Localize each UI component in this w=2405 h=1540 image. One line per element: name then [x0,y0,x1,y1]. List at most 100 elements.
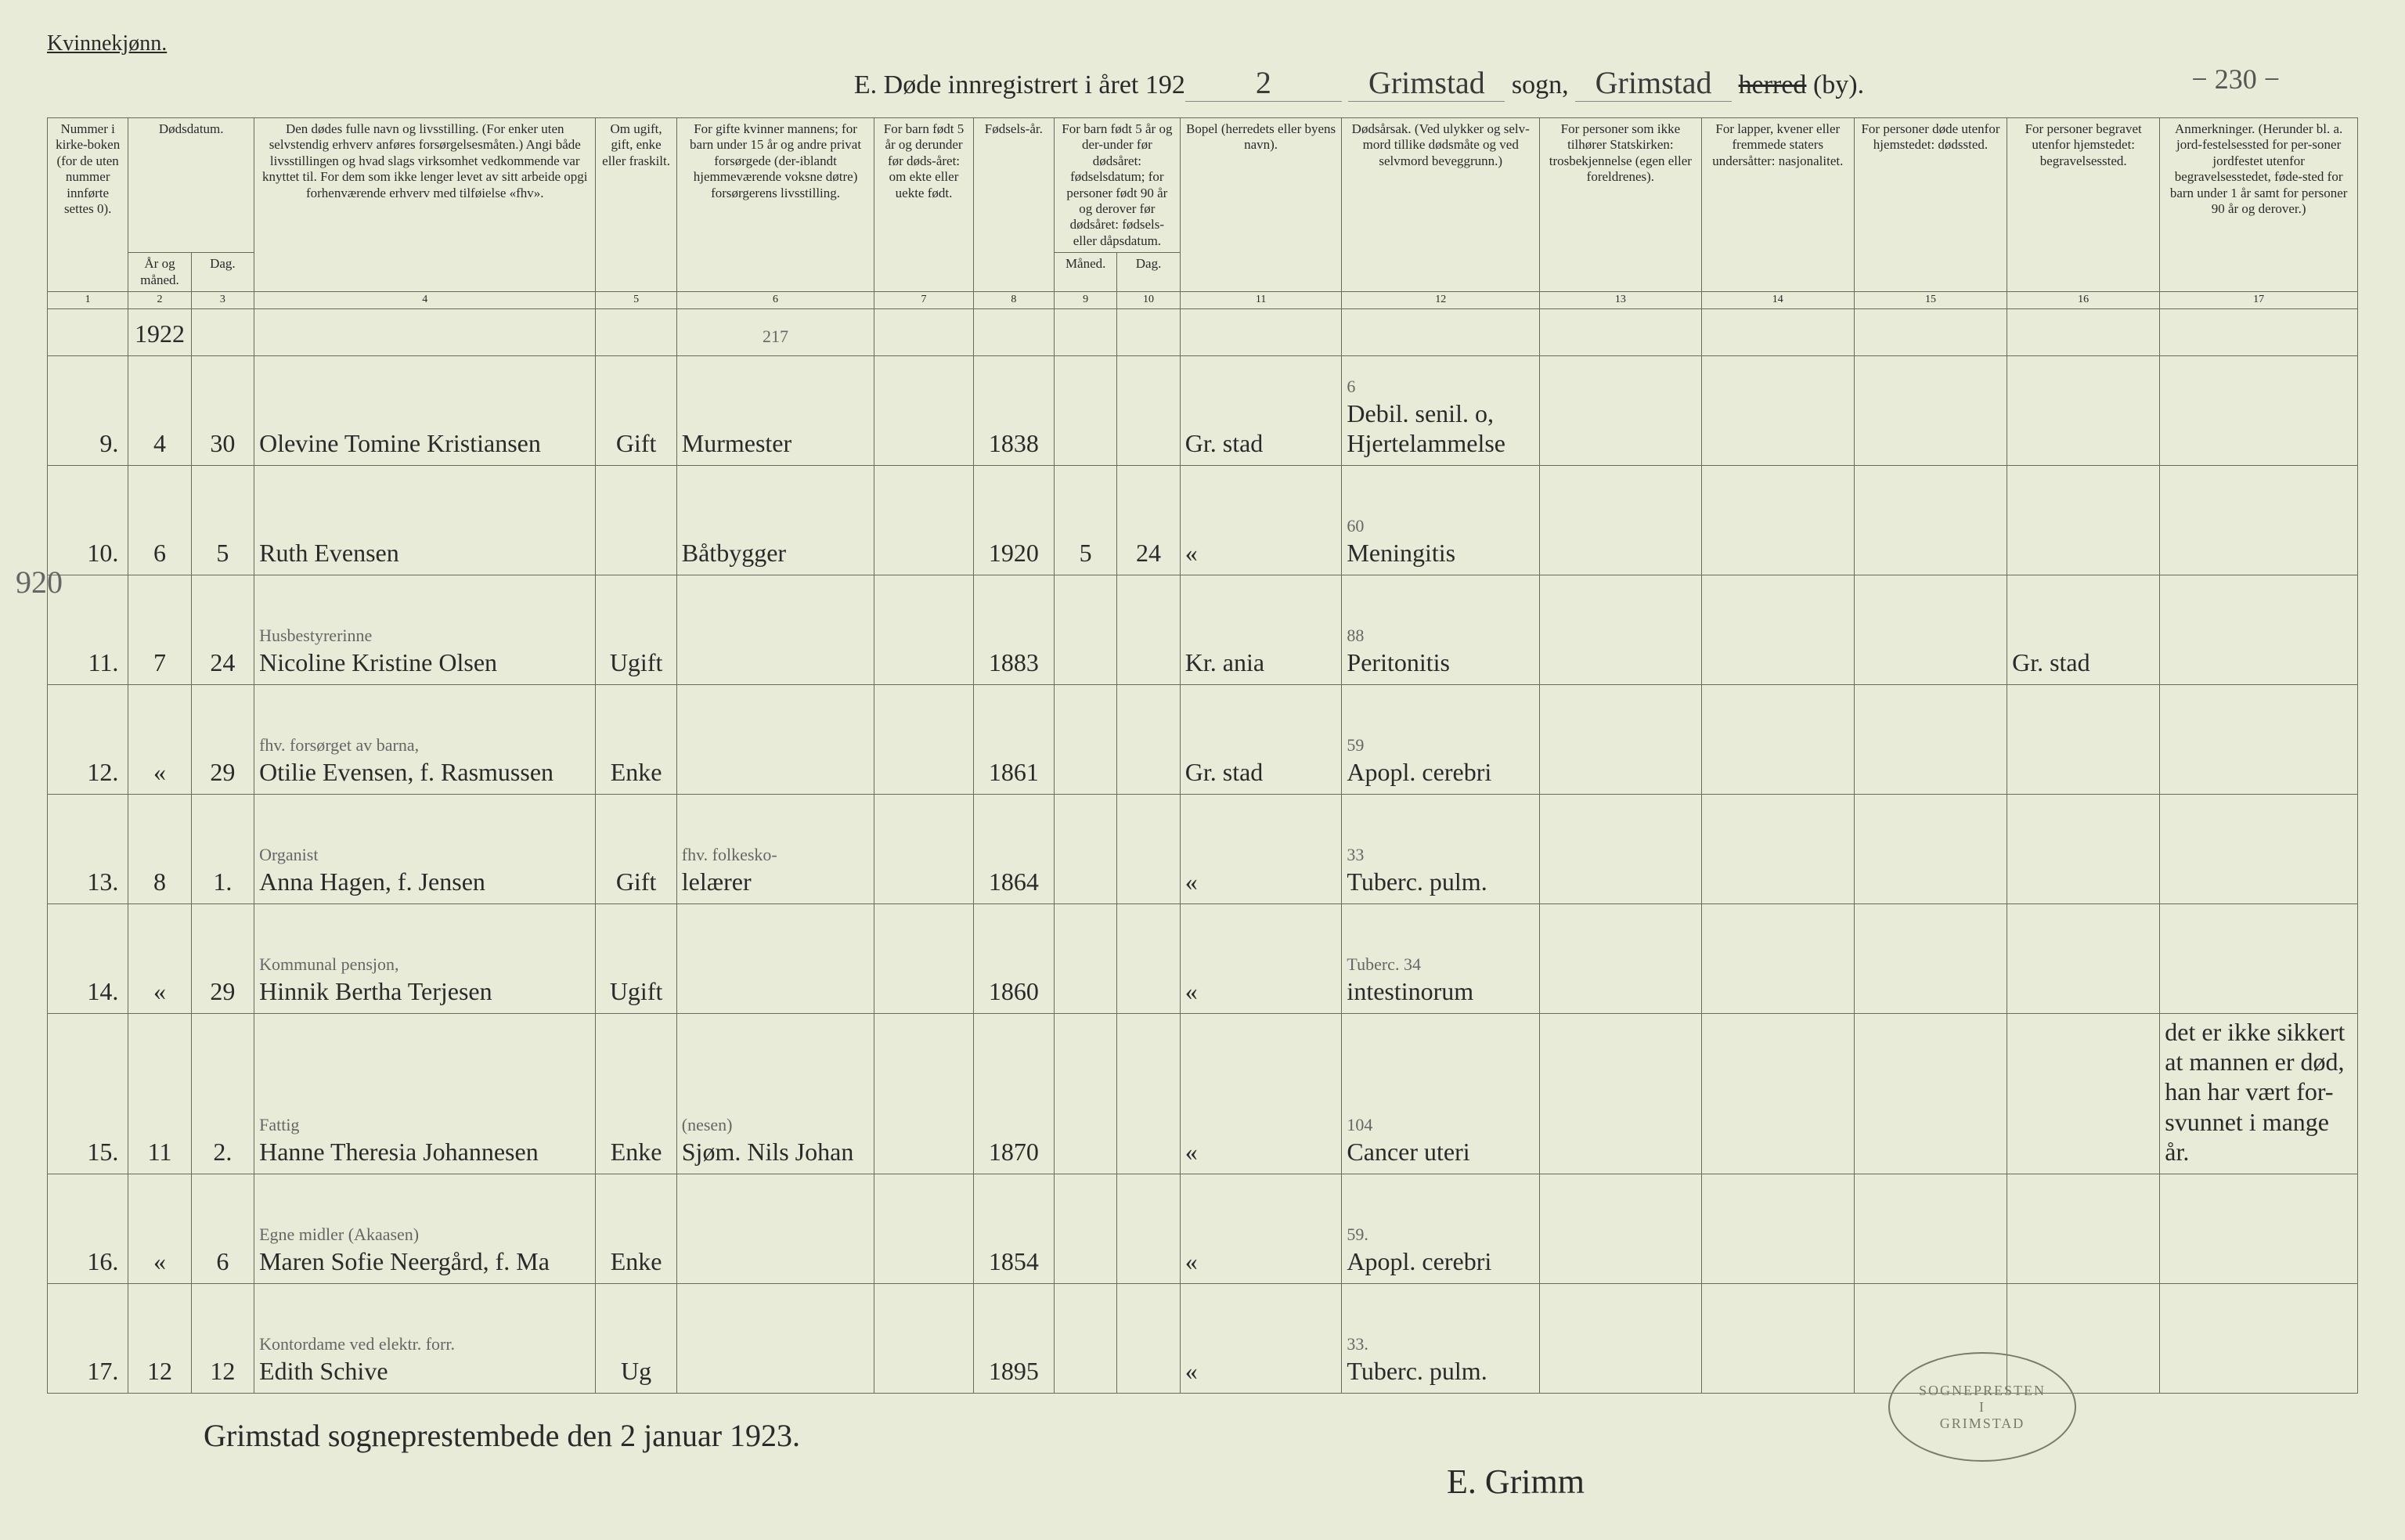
header-c3: Dag. [191,253,254,292]
cell [1540,794,1702,903]
cell [874,465,973,575]
cell: 6Debil. senil. o, Hjertelammelse [1342,355,1540,465]
header-c15: For personer døde utenfor hjemstedet: dø… [1854,118,2007,292]
header-c2: År og måned. [128,253,191,292]
cell: Enke [596,1174,676,1283]
colnum: 1 [48,291,128,308]
cell: 104Cancer uteri [1342,1013,1540,1174]
cell [2007,684,2160,794]
cell: « [1180,903,1342,1013]
table-row: 11.724HusbestyrerinneNicoline Kristine O… [48,575,2358,684]
cell [2007,903,2160,1013]
cell [1117,1283,1180,1393]
column-numbers: 1 2 3 4 5 6 7 8 9 10 11 12 13 14 15 16 1… [48,291,2358,308]
cell: 1864 [973,794,1054,903]
cell [1854,903,2007,1013]
cell [2160,794,2358,903]
title-sogn-label: sogn, [1512,70,1569,99]
cell [1701,575,1854,684]
table-row: 15.112.FattigHanne Theresia JohannesenEn… [48,1013,2358,1174]
cell [1701,794,1854,903]
cell [1540,1283,1702,1393]
cell: 59Apopl. cerebri [1342,684,1540,794]
gender-label: Kvinnekjønn. [47,31,2358,56]
cell: 1838 [973,355,1054,465]
cell: 29 [191,684,254,794]
cell: « [128,903,191,1013]
header-c5: Om ugift, gift, enke eller fraskilt. [596,118,676,292]
cell: 10. [48,465,128,575]
cell: Egne midler (Akaasen)Maren Sofie Neergår… [254,1174,596,1283]
cell [1117,684,1180,794]
cell [2160,355,2358,465]
cell: 1883 [973,575,1054,684]
cell: OrganistAnna Hagen, f. Jensen [254,794,596,903]
cell: Gr. stad [1180,684,1342,794]
cell: Ugift [596,575,676,684]
cell: 1920 [973,465,1054,575]
cell: 60Meningitis [1342,465,1540,575]
table-header: Nummer i kirke-boken (for de uten nummer… [48,118,2358,309]
cell: Ugift [596,903,676,1013]
cell: 1895 [973,1283,1054,1393]
cell: 29 [191,903,254,1013]
register-table: Nummer i kirke-boken (for de uten nummer… [47,117,2358,1394]
cell [676,1174,874,1283]
cell [1854,1013,2007,1174]
cell: 5 [191,465,254,575]
cell [1117,1013,1180,1174]
cell: « [128,1174,191,1283]
cell [1054,1013,1116,1174]
colnum: 7 [874,291,973,308]
cell: Kr. ania [1180,575,1342,684]
cell: 13. [48,794,128,903]
cell: Kommunal pensjon,Hinnik Bertha Terjesen [254,903,596,1013]
cell [596,465,676,575]
cell: HusbestyrerinneNicoline Kristine Olsen [254,575,596,684]
cell: 5 [1054,465,1116,575]
cell [2007,794,2160,903]
cell [1540,684,1702,794]
page-number: − 230 − [2191,63,2280,96]
cell [1701,1013,1854,1174]
title-prefix: E. Døde innregistrert i året 192 [854,70,1185,99]
cell [2160,1283,2358,1393]
cell [1701,1283,1854,1393]
header-c16: For personer begravet utenfor hjemstedet… [2007,118,2160,292]
cell: « [1180,1013,1342,1174]
colnum: 8 [973,291,1054,308]
priest-stamp: SOGNEPRESTEN I GRIMSTAD [1888,1352,2076,1462]
cell: 8 [128,794,191,903]
cell: 1. [191,794,254,903]
cell: 1854 [973,1174,1054,1283]
colnum: 5 [596,291,676,308]
cell [1054,355,1116,465]
cell [1701,684,1854,794]
cell [1540,903,1702,1013]
header-c13: For personer som ikke tilhører Statskirk… [1540,118,1702,292]
colnum: 4 [254,291,596,308]
cell: « [1180,465,1342,575]
cell: 4 [128,355,191,465]
cell: fhv. folkesko-lelærer [676,794,874,903]
cell [1054,903,1116,1013]
table-row: 12.«29fhv. forsørget av barna,Otilie Eve… [48,684,2358,794]
cell [1117,575,1180,684]
title-herred: Grimstad [1575,64,1732,102]
cell: Båtbygger [676,465,874,575]
cell: Ruth Evensen [254,465,596,575]
cell: Kontordame ved elektr. forr.Edith Schive [254,1283,596,1393]
cell [2160,684,2358,794]
cell [1701,465,1854,575]
table-row: 16.«6Egne midler (Akaasen)Maren Sofie Ne… [48,1174,2358,1283]
header-c9g: For barn født 5 år og der-under før døds… [1054,118,1180,253]
colnum: 9 [1054,291,1116,308]
colnum: 14 [1701,291,1854,308]
header-c1: Nummer i kirke-boken (for de uten nummer… [48,118,128,292]
cell [1854,575,2007,684]
table-body: 1922 217 9.430Olevine Tomine Kristiansen… [48,308,2358,1393]
page-title: E. Døde innregistrert i året 1922 Grimst… [47,64,2358,102]
margin-note: 920 [16,564,63,600]
colnum: 16 [2007,291,2160,308]
header-c11: Bopel (herredets eller byens navn). [1180,118,1342,292]
